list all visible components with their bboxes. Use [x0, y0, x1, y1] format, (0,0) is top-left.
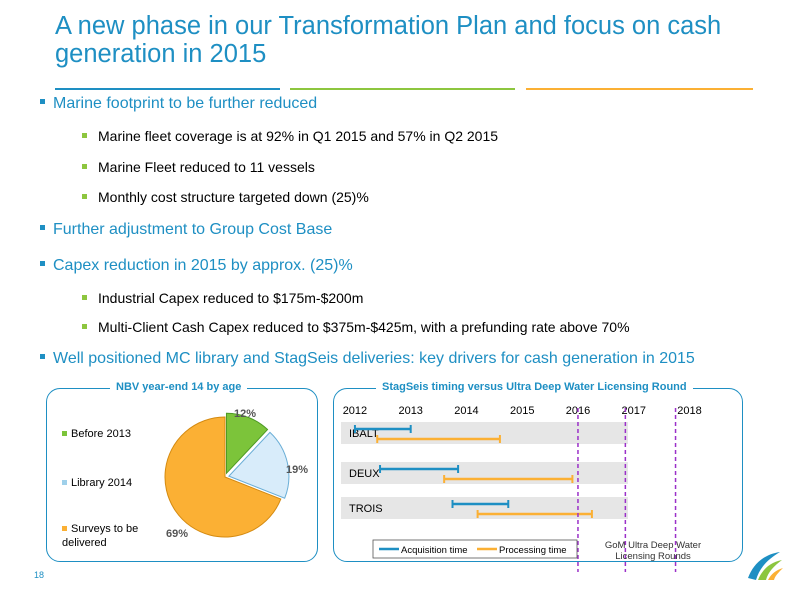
sub-bullet-marker	[82, 294, 87, 300]
gantt-row-label: DEUX	[349, 468, 380, 480]
pie-chart-title: NBV year-end 14 by age	[110, 381, 248, 393]
gantt-row-band	[341, 497, 628, 519]
gantt-row-band	[341, 462, 628, 484]
bullet-marker	[40, 225, 45, 231]
pie-chart	[164, 412, 290, 538]
bullet-level1: Capex reduction in 2015 by approx. (25)%	[40, 257, 353, 275]
title-accent-line-green	[290, 88, 515, 90]
title-accent-line-orange	[526, 88, 753, 90]
bullet-marker	[40, 99, 45, 105]
legend-swatch	[62, 525, 67, 531]
gantt-row-label: TROIS	[349, 503, 383, 515]
sub-bullet-marker	[82, 193, 87, 199]
legend-swatch	[62, 430, 67, 436]
bullet-marker	[40, 261, 45, 267]
slide-title: A new phase in our Transformation Plan a…	[55, 12, 722, 68]
gantt-year-tick: 2017	[621, 405, 645, 417]
gantt-chart: 2012201320142015201620172018IBALTDEUXTRO…	[341, 405, 702, 572]
bullet-level1: Further adjustment to Group Cost Base	[40, 221, 332, 239]
gantt-chart-title: StagSeis timing versus Ultra Deep Water …	[376, 381, 693, 393]
bullet-level1: Marine footprint to be further reduced	[40, 95, 317, 113]
pie-legend-item: Before 2013	[62, 427, 131, 441]
pie-label-before-2013: 12%	[234, 408, 257, 420]
gantt-row-label: IBALT	[349, 428, 379, 440]
gantt-year-tick: 2015	[510, 405, 534, 417]
bullet-level2: Industrial Capex reduced to $175m-$200m	[82, 290, 363, 306]
legend-processing-label: Processing time	[499, 545, 567, 556]
sub-bullet-marker	[82, 323, 87, 329]
title-accent-line-blue	[55, 88, 280, 90]
gantt-year-tick: 2012	[343, 405, 367, 417]
pie-label-surveys: 69%	[166, 528, 189, 540]
licensing-round-label: GoM Ultra Deep Water Licensing Rounds	[605, 540, 701, 562]
pie-slice-surveys	[164, 416, 282, 538]
legend-acquisition-label: Acquisition time	[401, 545, 468, 556]
gantt-year-tick: 2014	[454, 405, 478, 417]
pie-legend-item: Library 2014	[62, 476, 132, 490]
pie-slice-library-2014	[228, 431, 290, 499]
bullet-marker	[40, 354, 45, 360]
pie-legend-item: Surveys to be delivered	[62, 523, 139, 549]
bullet-level2: Marine fleet coverage is at 92% in Q1 20…	[82, 128, 498, 144]
gantt-year-tick: 2018	[677, 405, 701, 417]
bullet-level2: Marine Fleet reduced to 11 vessels	[82, 159, 315, 175]
page-number: 18	[34, 570, 45, 580]
pie-slice-before-2013	[225, 412, 269, 475]
sub-bullet-marker	[82, 163, 87, 169]
gantt-row-band	[341, 422, 628, 444]
bullet-level2: Monthly cost structure targeted down (25…	[82, 189, 369, 205]
sub-bullet-marker	[82, 132, 87, 138]
bullet-level2: Multi-Client Cash Capex reduced to $375m…	[82, 319, 630, 335]
gantt-legend-box	[372, 539, 578, 559]
pie-label-library-2014: 19%	[286, 464, 309, 476]
gantt-year-tick: 2013	[398, 405, 422, 417]
legend-swatch	[62, 479, 67, 485]
company-logo-icon	[748, 552, 783, 580]
bullet-level1: Well positioned MC library and StagSeis …	[40, 350, 695, 368]
